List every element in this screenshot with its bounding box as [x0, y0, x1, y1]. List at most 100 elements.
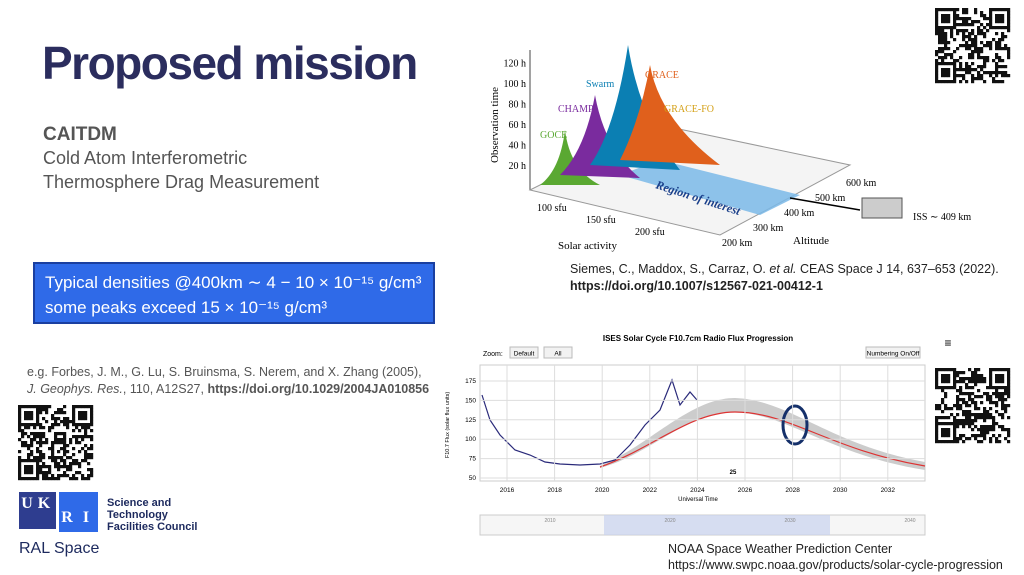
- qr-cell: [18, 420, 22, 424]
- qr-cell: [78, 465, 82, 469]
- qr-cell: [995, 71, 999, 75]
- qr-cell: [45, 474, 49, 478]
- qr-cell: [24, 432, 28, 436]
- qr-cell: [87, 426, 91, 430]
- qr-cell: [953, 71, 957, 75]
- qr-cell: [1001, 425, 1005, 429]
- qr-cell: [974, 8, 978, 12]
- qr-cell: [18, 417, 22, 421]
- qr-cell: [941, 422, 945, 426]
- qr-cell: [36, 459, 40, 463]
- qr-cell: [998, 386, 1002, 390]
- qr-cell: [962, 23, 966, 27]
- qr-cell: [944, 41, 948, 45]
- qr-cell: [953, 11, 957, 15]
- logo-letter: I: [83, 509, 89, 526]
- qr-cell: [36, 456, 40, 460]
- logo-line: Facilities Council: [107, 521, 198, 533]
- qr-cell: [24, 423, 28, 427]
- ref-doi[interactable]: https://doi.org/10.1007/s12567-021-00412…: [570, 279, 823, 293]
- qr-cell: [51, 477, 55, 481]
- qr-cell: [998, 20, 1002, 24]
- qr-cell: [18, 426, 22, 430]
- qr-cell: [971, 53, 975, 57]
- qr-cell: [30, 423, 34, 427]
- qr-cell: [977, 53, 981, 57]
- qr-cell: [989, 398, 993, 402]
- y-tick-label: 80 h: [509, 100, 527, 111]
- qr-cell: [956, 437, 960, 441]
- y-tick-label: 60 h: [509, 120, 527, 131]
- qr-cell: [953, 80, 957, 84]
- qr-cell: [1007, 74, 1011, 78]
- qr-cell: [941, 14, 945, 18]
- org-name: RAL Space: [19, 540, 100, 557]
- qr-cell: [986, 59, 990, 63]
- qr-cell: [1001, 416, 1005, 420]
- qr-cell: [953, 440, 957, 444]
- qr-cell: [1007, 389, 1011, 393]
- qr-cell: [986, 41, 990, 45]
- qr-cell: [78, 417, 82, 421]
- qr-cell: [36, 465, 40, 469]
- qr-cell: [968, 419, 972, 423]
- qr-cell: [30, 441, 34, 445]
- qr-cell: [941, 368, 945, 372]
- qr-cell: [986, 425, 990, 429]
- qr-cell: [21, 405, 25, 409]
- nav-window: [604, 515, 830, 535]
- qr-code: [935, 8, 1011, 84]
- qr-cell: [81, 435, 85, 439]
- qr-cell: [983, 65, 987, 69]
- qr-cell: [941, 416, 945, 420]
- qr-cell: [90, 444, 94, 448]
- qr-cell: [989, 71, 993, 75]
- qr-cell: [962, 74, 966, 78]
- qr-cell: [60, 459, 64, 463]
- button[interactable]: [865, 346, 921, 359]
- qr-cell: [962, 413, 966, 417]
- qr-cell: [959, 371, 963, 375]
- qr-cell: [84, 429, 88, 433]
- qr-cell: [998, 17, 1002, 21]
- qr-cell: [1001, 26, 1005, 30]
- qr-cell: [953, 62, 957, 66]
- qr-cell: [75, 462, 79, 466]
- credit-url[interactable]: https://www.swpc.noaa.gov/products/solar…: [668, 558, 1003, 572]
- qr-cell: [977, 416, 981, 420]
- qr-cell: [989, 428, 993, 432]
- qr-cell: [953, 431, 957, 435]
- button[interactable]: [543, 346, 573, 359]
- prediction: [599, 411, 926, 468]
- qr-cell: [947, 26, 951, 30]
- x-tick-label: 100 sfu: [537, 203, 567, 214]
- zoom-label: Zoom:: [483, 351, 503, 358]
- ref-doi[interactable]: https://doi.org/10.1029/2004JA010856: [207, 382, 430, 396]
- qr-cell: [968, 386, 972, 390]
- qr-cell: [941, 29, 945, 33]
- qr-cell: [60, 465, 64, 469]
- qr-cell: [968, 71, 972, 75]
- qr-cell: [27, 435, 31, 439]
- qr-cell: [941, 41, 945, 45]
- qr-cell: [941, 56, 945, 60]
- qr-cell: [18, 477, 22, 481]
- qr-cell: [953, 20, 957, 24]
- qr-cell: [968, 56, 972, 60]
- qr-cell: [938, 47, 942, 51]
- qr-cell: [938, 416, 942, 420]
- qr-cell: [983, 35, 987, 39]
- qr-cell: [938, 404, 942, 408]
- qr-cell: [39, 465, 43, 469]
- qr-cell: [971, 74, 975, 78]
- qr-cell: [980, 434, 984, 438]
- qr-cell: [956, 419, 960, 423]
- qr-cell: [977, 413, 981, 417]
- qr-cell: [63, 474, 67, 478]
- menu-icon: ≡: [944, 336, 951, 350]
- button[interactable]: [509, 346, 539, 359]
- qr-cell: [1007, 368, 1011, 372]
- qr-cell: [1004, 35, 1008, 39]
- qr-cell: [935, 416, 939, 420]
- qr-cell: [989, 383, 993, 387]
